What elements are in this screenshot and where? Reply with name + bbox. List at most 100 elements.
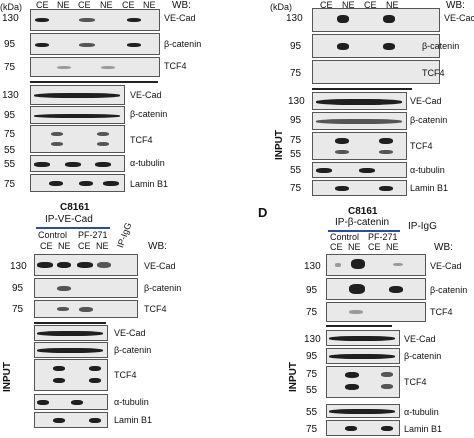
blot-band <box>79 43 95 47</box>
row-label: α-tubulin <box>114 397 149 407</box>
blot-strip <box>34 300 138 318</box>
blot-band <box>335 263 341 267</box>
blot-strip <box>326 404 400 418</box>
ip-underline <box>36 227 110 229</box>
blot-band <box>65 162 81 167</box>
blot-strip <box>30 155 125 172</box>
row-label: β-catenin <box>404 351 442 361</box>
blot-band <box>316 119 402 124</box>
ip-underline <box>328 230 400 232</box>
lane-label: CE <box>122 0 135 10</box>
row-label: β-catenin <box>422 41 460 51</box>
row-label: α-tubulin <box>130 158 165 168</box>
mw-marker: 95 <box>12 283 24 294</box>
row-label: VE-Cad <box>144 261 176 271</box>
blot-strip <box>30 106 125 124</box>
blot-band <box>77 262 93 268</box>
blot-strip <box>312 162 407 178</box>
mw-marker: 75 <box>4 179 16 190</box>
blot-strip <box>312 92 407 110</box>
treatment-label: PF-271 <box>368 232 398 242</box>
blot-band <box>95 162 111 167</box>
blot-strip <box>312 60 440 84</box>
row-label: VE-Cad <box>130 90 162 100</box>
row-label: TCF4 <box>144 304 167 314</box>
blot-band <box>57 286 71 291</box>
row-label: TCF4 <box>404 377 427 387</box>
mw-marker: 75 <box>306 369 318 380</box>
blot-band <box>329 336 395 341</box>
mw-marker: 55 <box>290 149 302 160</box>
mw-marker: 95 <box>4 39 16 50</box>
blot-band <box>349 284 365 294</box>
treatment-label: PF-271 <box>78 230 108 240</box>
blot-band <box>37 400 49 405</box>
mw-marker: 130 <box>286 13 303 24</box>
mw-marker: 95 <box>290 115 302 126</box>
row-label: TCF4 <box>410 141 433 151</box>
igg-label: IP-IgG <box>115 221 134 250</box>
mw-marker: 55 <box>306 385 318 396</box>
lane-label: CE <box>368 242 381 252</box>
row-label: Lamin B1 <box>114 415 153 425</box>
blot-strip <box>326 278 426 300</box>
row-label: TCF4 <box>430 307 453 317</box>
blot-band <box>335 150 349 154</box>
blot-band <box>51 142 63 146</box>
mw-marker: 95 <box>306 285 318 296</box>
row-label: Lamin B1 <box>130 179 169 189</box>
igg-label: IP-IgG <box>408 221 437 232</box>
lane-label: NE <box>57 0 70 10</box>
lane-label: NE <box>96 241 109 251</box>
mw-marker: 130 <box>2 90 19 101</box>
blot-strip <box>326 348 400 364</box>
blot-band <box>127 43 141 47</box>
blot-band <box>97 142 109 146</box>
lane-label: NE <box>386 0 399 10</box>
blot-band <box>349 310 363 314</box>
lane-label: CE <box>320 0 333 10</box>
blot-strip <box>326 420 400 436</box>
blot-strip <box>34 325 108 341</box>
ip-label: IP-β-catenin <box>335 217 390 228</box>
blot-band <box>97 262 111 268</box>
row-label: VE-Cad <box>404 334 436 344</box>
lane-label: NE <box>100 0 113 10</box>
lane-label: CE <box>78 241 91 251</box>
mw-marker: 55 <box>4 159 16 170</box>
mw-marker: 55 <box>4 145 16 156</box>
blot-strip <box>30 125 125 153</box>
blot-band <box>35 43 49 47</box>
wb-label: WB: <box>434 242 453 253</box>
separator-line <box>34 322 106 324</box>
row-label: Lamin B1 <box>410 183 449 193</box>
blot-band <box>103 181 119 186</box>
blot-band <box>53 378 65 383</box>
row-label: TCF4 <box>164 61 187 71</box>
separator-line <box>312 88 412 90</box>
mw-marker: 130 <box>304 334 321 345</box>
blot-band <box>335 138 349 144</box>
blot-band <box>35 18 49 22</box>
mw-marker: 75 <box>290 68 302 79</box>
blot-band <box>389 286 403 293</box>
blot-band <box>34 93 120 98</box>
row-label: β-catenin <box>130 109 168 119</box>
mw-marker: 75 <box>306 424 318 435</box>
blot-band <box>345 384 359 390</box>
blot-band <box>49 181 63 186</box>
row-label: VE-Cac <box>444 13 474 23</box>
row-label: β-catenin <box>164 39 202 49</box>
lane-label: NE <box>342 0 355 10</box>
blot-strip <box>34 254 138 276</box>
blot-band <box>316 99 402 105</box>
row-label: β-catenin <box>410 115 448 125</box>
lane-label: CE <box>40 241 53 251</box>
blot-strip <box>326 366 400 398</box>
input-label: INPUT <box>2 362 13 392</box>
blot-band <box>381 426 393 431</box>
row-label: β-catenin <box>144 283 182 293</box>
blot-band <box>51 132 63 136</box>
blot-strip <box>30 85 125 105</box>
lane-label: NE <box>58 241 71 251</box>
